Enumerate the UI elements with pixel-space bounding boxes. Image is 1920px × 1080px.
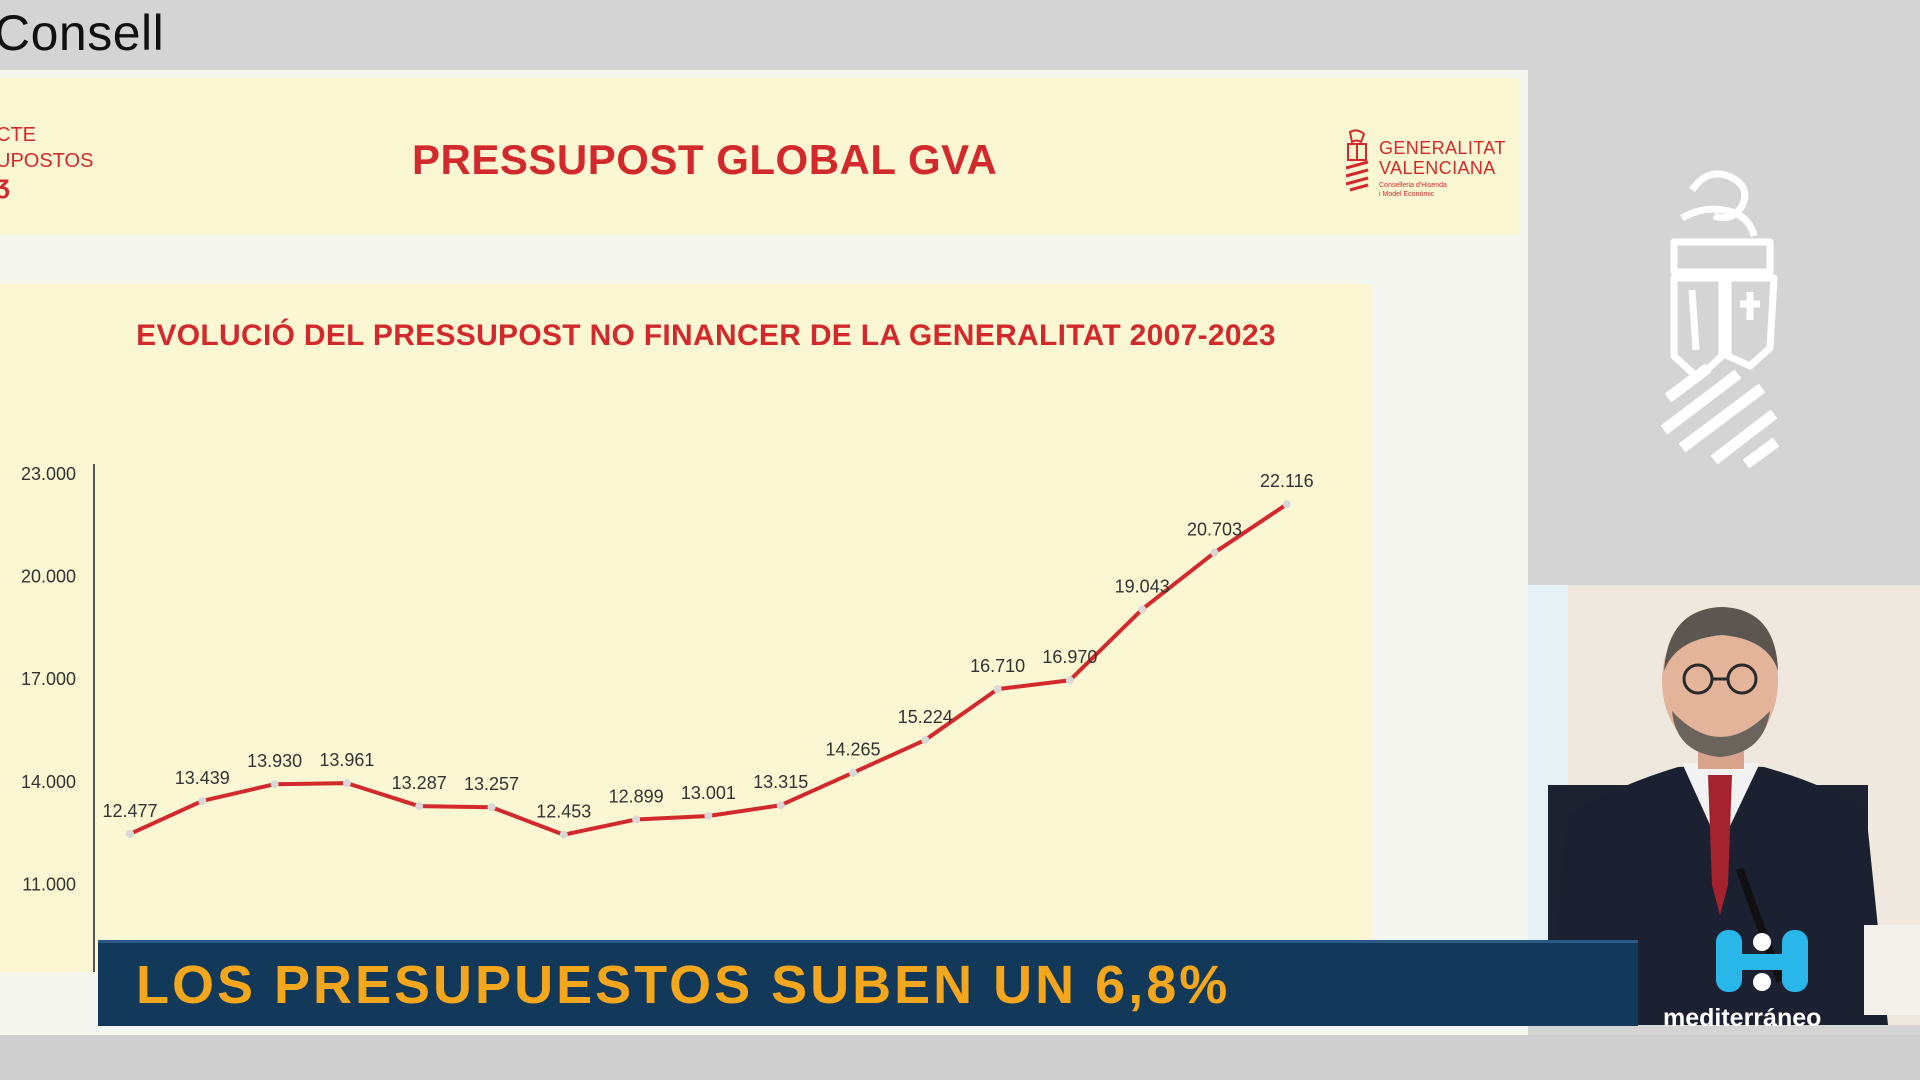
data-point — [1210, 548, 1219, 557]
data-label: 13.001 — [681, 783, 736, 803]
data-label: 12.453 — [536, 802, 591, 822]
valencia-coat-of-arms-icon — [1660, 170, 1780, 469]
consell-label: Consell — [0, 5, 165, 61]
speaker-video — [1528, 585, 1920, 1025]
data-label: 19.043 — [1115, 576, 1170, 596]
data-label: 13.439 — [175, 768, 230, 788]
data-point — [487, 803, 496, 812]
data-label: 13.961 — [319, 750, 374, 770]
y-tick-label: 23.000 — [21, 464, 76, 484]
data-label: 13.315 — [753, 772, 808, 792]
data-point — [415, 802, 424, 811]
data-label: 16.710 — [970, 656, 1025, 676]
data-label: 20.703 — [1187, 520, 1242, 540]
gva-name-line-1: GENERALITAT — [1379, 138, 1506, 158]
news-ticker: LOS PRESUPUESTOS SUBEN UN 6,8% — [98, 940, 1638, 1026]
y-tick-label: 11.000 — [22, 874, 76, 894]
data-point — [198, 796, 207, 805]
budget-logo-line-2: UPOSTOS — [0, 150, 94, 172]
y-tick-label: 17.000 — [21, 669, 76, 689]
bottom-strip — [0, 1035, 1920, 1080]
data-label: 12.899 — [609, 786, 664, 806]
data-point — [993, 685, 1002, 694]
data-point — [776, 801, 785, 810]
y-tick-label: 20.000 — [21, 567, 76, 587]
data-label: 13.257 — [464, 774, 519, 794]
data-point — [270, 780, 279, 789]
chart-title: EVOLUCIÓ DEL PRESSUPOST NO FINANCER DE L… — [136, 319, 1276, 352]
speaker-photo — [1528, 585, 1920, 1025]
right-panel — [1528, 0, 1920, 580]
data-point — [126, 829, 134, 838]
generalitat-logo: GENERALITAT VALENCIANA Conselleria d'His… — [1342, 126, 1505, 206]
data-point — [704, 811, 713, 820]
ticker-headline: LOS PRESUPUESTOS SUBEN UN 6,8% — [136, 955, 1231, 1015]
presentation-slide: CTE UPOSTOS ʒ PRESSUPOST GLOBAL GVA GENE… — [0, 70, 1528, 1035]
budget-logo-partial: CTE UPOSTOS ʒ — [0, 122, 94, 199]
mediterraneo-icon — [1716, 930, 1808, 992]
data-point — [559, 830, 568, 839]
mediterraneo-logo: mediterráneo — [1663, 922, 1908, 1032]
data-point — [1138, 605, 1147, 614]
budget-line-chart: 23.00020.00017.00014.00011.0008.00020072… — [21, 464, 1314, 972]
gva-name-line-2: VALENCIANA — [1379, 158, 1496, 178]
data-label: 14.265 — [825, 740, 880, 760]
chart-panel: EVOLUCIÓ DEL PRESSUPOST NO FINANCER DE L… — [0, 284, 1372, 972]
data-point — [632, 815, 641, 824]
slide-header: CTE UPOSTOS ʒ PRESSUPOST GLOBAL GVA GENE… — [0, 78, 1520, 235]
data-label: 13.930 — [247, 751, 302, 771]
data-label: 22.116 — [1260, 471, 1314, 491]
data-point — [849, 768, 857, 777]
data-point — [921, 735, 930, 744]
gva-sub-line-2: i Model Econòmic — [1379, 191, 1435, 198]
y-tick-label: 14.000 — [21, 772, 76, 792]
data-label: 12.477 — [102, 801, 157, 821]
budget-logo-line-1: CTE — [0, 124, 36, 146]
data-point — [1282, 500, 1291, 509]
gva-sub-line-1: Conselleria d'Hisenda — [1379, 182, 1447, 189]
data-point — [1065, 676, 1074, 685]
budget-logo-mark-icon: ʒ — [0, 169, 10, 199]
data-label: 16.970 — [1042, 647, 1097, 667]
data-label: 13.287 — [392, 773, 447, 793]
slide-title: PRESSUPOST GLOBAL GVA — [412, 136, 998, 183]
gva-shield-icon — [1345, 129, 1369, 192]
data-label: 15.224 — [898, 707, 953, 727]
channel-name: mediterráneo — [1663, 1004, 1822, 1032]
data-point — [342, 779, 351, 788]
